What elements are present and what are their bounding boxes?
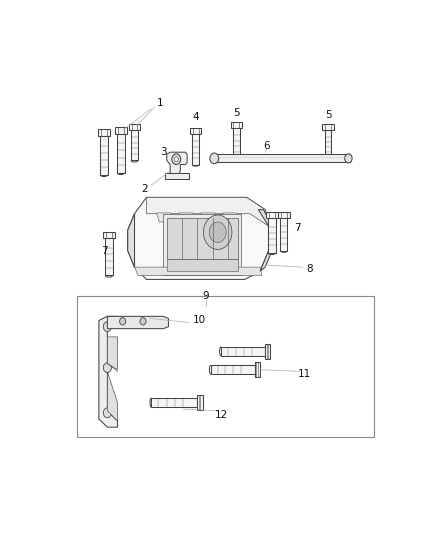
Polygon shape (156, 213, 173, 222)
Circle shape (345, 154, 352, 163)
Polygon shape (179, 213, 196, 222)
Text: 1: 1 (157, 98, 163, 108)
Polygon shape (233, 127, 240, 158)
Polygon shape (322, 124, 334, 130)
Bar (77, 296, 374, 438)
Text: 10: 10 (192, 316, 205, 326)
Polygon shape (190, 128, 201, 134)
Polygon shape (165, 173, 189, 179)
Polygon shape (128, 197, 268, 279)
Circle shape (103, 363, 111, 373)
Polygon shape (201, 213, 218, 222)
Polygon shape (258, 209, 272, 271)
Polygon shape (325, 130, 332, 158)
Polygon shape (146, 197, 268, 226)
Polygon shape (167, 152, 187, 175)
Polygon shape (105, 238, 113, 276)
Text: 8: 8 (306, 264, 313, 274)
Polygon shape (192, 134, 199, 165)
Polygon shape (103, 232, 115, 238)
Circle shape (210, 153, 219, 164)
Circle shape (203, 215, 232, 249)
Circle shape (174, 157, 178, 161)
Circle shape (140, 318, 146, 325)
Circle shape (103, 322, 111, 332)
Polygon shape (167, 259, 238, 271)
Polygon shape (230, 122, 242, 127)
Polygon shape (255, 362, 260, 377)
Polygon shape (163, 214, 241, 276)
Polygon shape (278, 212, 290, 218)
Circle shape (120, 318, 126, 325)
Polygon shape (266, 212, 278, 218)
Polygon shape (107, 337, 117, 370)
Text: 6: 6 (264, 141, 270, 151)
Polygon shape (117, 134, 125, 173)
Polygon shape (221, 347, 265, 356)
Polygon shape (134, 267, 262, 276)
Polygon shape (128, 214, 134, 267)
Polygon shape (129, 124, 140, 130)
Text: 9: 9 (202, 291, 209, 301)
Polygon shape (167, 218, 238, 259)
Circle shape (172, 154, 181, 165)
Polygon shape (212, 154, 350, 163)
Polygon shape (115, 127, 127, 134)
Text: 3: 3 (160, 147, 167, 157)
Polygon shape (280, 218, 287, 251)
Circle shape (103, 408, 111, 418)
Polygon shape (197, 395, 202, 410)
Text: 12: 12 (215, 410, 228, 420)
Polygon shape (268, 218, 276, 253)
Polygon shape (98, 130, 110, 136)
Polygon shape (107, 372, 117, 421)
Text: 4: 4 (192, 112, 199, 122)
Polygon shape (100, 136, 108, 175)
Text: 11: 11 (297, 369, 311, 379)
Text: 7: 7 (294, 223, 301, 233)
Polygon shape (107, 317, 169, 329)
Circle shape (209, 222, 226, 243)
Polygon shape (265, 344, 270, 359)
Text: 5: 5 (325, 110, 331, 120)
Polygon shape (99, 317, 117, 427)
Polygon shape (131, 130, 138, 160)
Polygon shape (211, 365, 255, 374)
Polygon shape (223, 213, 240, 222)
Polygon shape (152, 398, 197, 407)
Text: 2: 2 (141, 184, 148, 194)
Text: 5: 5 (233, 108, 240, 118)
Text: 7: 7 (101, 246, 107, 256)
